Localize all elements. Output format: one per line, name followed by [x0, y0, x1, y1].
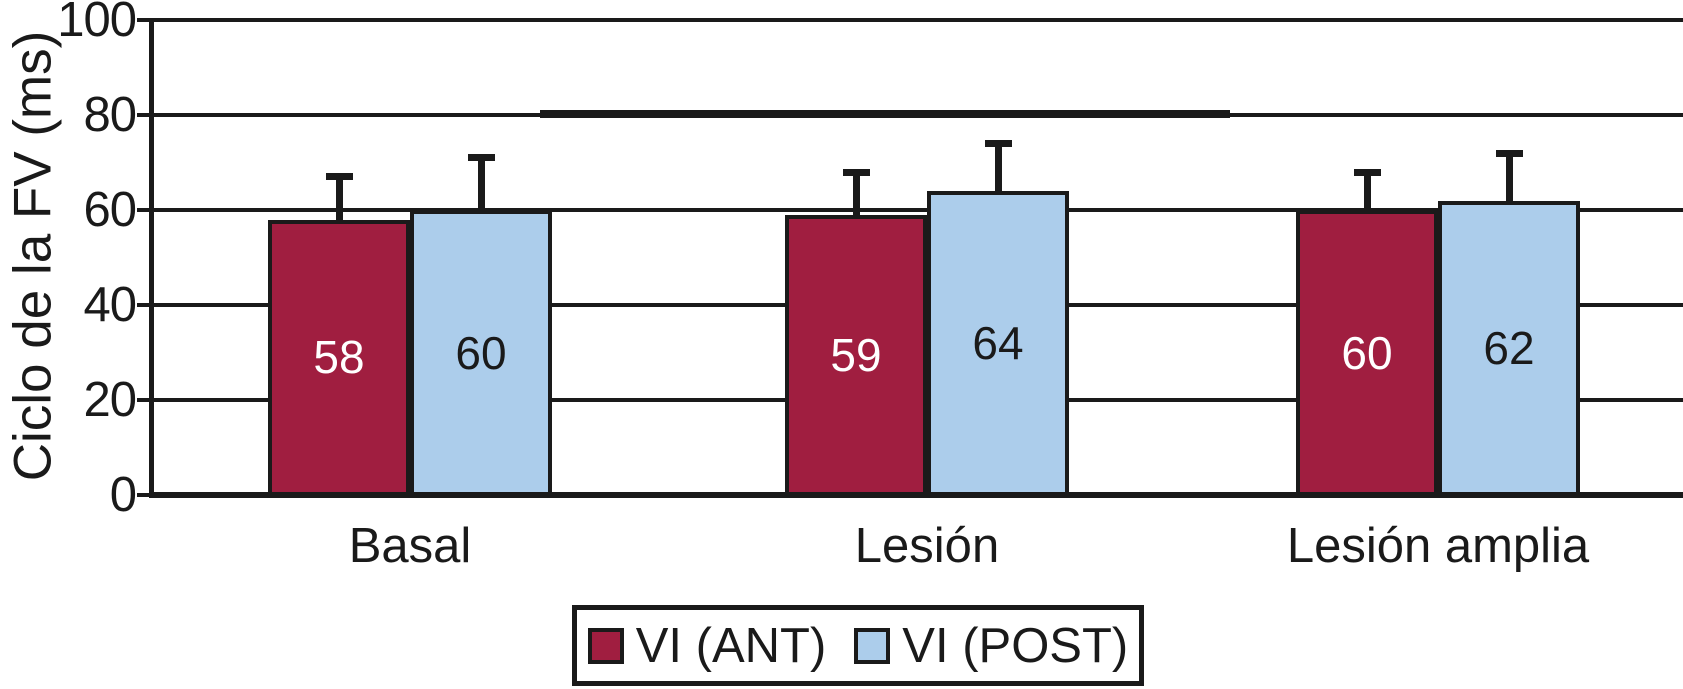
category-label-Lesión amplia: Lesión amplia: [1286, 519, 1590, 573]
legend: VI (ANT) VI (POST): [572, 605, 1144, 686]
error-bar-cap: [1353, 168, 1381, 176]
error-bar-cap: [842, 168, 870, 176]
error-bar-cap: [1495, 149, 1523, 157]
y-tick-label-40: 40: [83, 278, 137, 332]
legend-swatch-icon: [854, 627, 891, 664]
legend-item: VI (ANT): [587, 618, 827, 674]
emphasis-line: [540, 110, 1230, 118]
bar-value-label: 62: [1483, 321, 1535, 374]
error-bar-stem: [335, 176, 343, 220]
error-bar-cap: [325, 173, 353, 181]
gridline-100: [153, 18, 1683, 22]
error-bar-stem: [1363, 172, 1371, 210]
y-tick-label-20: 20: [83, 373, 137, 427]
legend-label: VI (POST): [902, 618, 1129, 673]
legend-item: VI (POST): [854, 618, 1128, 674]
bar-Lesión-VI (ANT): [785, 214, 927, 498]
error-bar-cap: [984, 140, 1012, 147]
gridline-60: [153, 208, 1683, 212]
bar-value-label: 58: [313, 331, 365, 384]
y-axis-tick-80: [137, 113, 153, 117]
y-axis-line: [149, 18, 154, 498]
bar-Basal-VI (POST): [410, 210, 552, 498]
y-tick-label-80: 80: [83, 88, 137, 142]
x-axis-line: [149, 492, 1683, 498]
y-tick-label-0: 0: [109, 468, 137, 522]
legend-label: VI (ANT): [635, 618, 827, 673]
y-tick-label-60: 60: [83, 183, 137, 237]
y-axis-tick-0: [137, 493, 153, 497]
y-axis-tick-100: [137, 18, 153, 22]
bar-value-label: 64: [972, 317, 1024, 369]
category-label-Basal: Basal: [348, 519, 472, 573]
error-bar-stem: [1505, 153, 1513, 201]
bar-value-label: 60: [455, 326, 507, 379]
y-axis-tick-60: [137, 208, 153, 212]
error-bar-stem: [852, 172, 860, 215]
y-axis-tick-20: [137, 398, 153, 402]
bar-Basal-VI (ANT): [268, 219, 410, 498]
error-bar-cap: [467, 154, 495, 162]
legend-swatch-icon: [587, 627, 624, 664]
y-axis-tick-40: [137, 303, 153, 307]
error-bar-stem: [994, 143, 1002, 191]
error-bar-stem: [477, 157, 485, 210]
y-tick-label-100: 100: [57, 0, 137, 47]
category-label-Lesión: Lesión: [854, 519, 1000, 573]
bar-value-label: 59: [830, 328, 882, 381]
bar-value-label: 60: [1341, 326, 1393, 379]
